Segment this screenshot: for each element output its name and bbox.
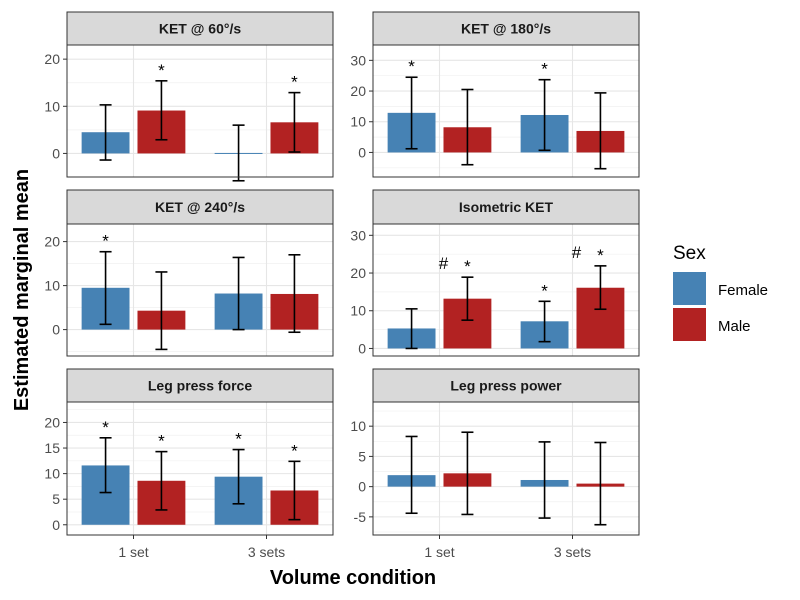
y-tick-label: 5 bbox=[358, 448, 366, 464]
panel-1: KET @ 180°/s 0 10 20 30 * * bbox=[350, 11, 640, 178]
y-tick-label: 15 bbox=[44, 440, 60, 456]
y-tick-label: 20 bbox=[350, 83, 366, 99]
y-tick-label: -5 bbox=[354, 509, 367, 525]
y-tick-label: 10 bbox=[350, 114, 366, 130]
significance-marker: * bbox=[291, 441, 298, 460]
panel-2: KET @ 240°/s 0 10 20 * bbox=[44, 189, 334, 357]
significance-marker: * bbox=[464, 257, 471, 276]
legend-title: Sex bbox=[673, 243, 706, 264]
facet-strip-2 bbox=[66, 189, 334, 225]
legend-label-female: Female bbox=[718, 282, 768, 299]
panel-border-1 bbox=[372, 44, 640, 178]
facet-strip-0 bbox=[66, 11, 334, 46]
significance-marker: * bbox=[102, 232, 109, 251]
significance-marker: * bbox=[158, 432, 165, 451]
panel-border-2 bbox=[66, 223, 334, 357]
y-tick-label: 5 bbox=[52, 491, 60, 507]
facet-strip-3 bbox=[372, 189, 640, 225]
significance-marker: * bbox=[158, 61, 165, 80]
significance-marker: * bbox=[597, 246, 604, 265]
y-tick-label: 10 bbox=[350, 418, 366, 434]
panel-0: KET @ 60°/s 0 10 20 * * bbox=[44, 11, 334, 182]
y-tick-label: 0 bbox=[358, 340, 366, 356]
facet-title-0: KET @ 60°/s bbox=[159, 21, 241, 37]
panel-5: Leg press power -5 0 5 10 1 set 3 sets bbox=[350, 368, 640, 560]
significance-marker: # bbox=[572, 243, 582, 262]
y-tick-label: 10 bbox=[44, 466, 60, 482]
panel-border-3 bbox=[372, 223, 640, 357]
y-tick-label: 10 bbox=[44, 98, 60, 114]
y-tick-label: 30 bbox=[350, 52, 366, 68]
legend-label-male: Male bbox=[718, 318, 751, 335]
legend-key-male bbox=[673, 308, 706, 341]
facet-title-4: Leg press force bbox=[148, 378, 252, 394]
panel-4: Leg press force 0 5 10 15 20 * * * * 1 set 3 sets bbox=[44, 368, 334, 560]
x-tick-label: 3 sets bbox=[248, 544, 285, 560]
y-tick-label: 20 bbox=[44, 414, 60, 430]
significance-marker: * bbox=[541, 281, 548, 300]
facet-strip-4 bbox=[66, 368, 334, 403]
y-axis-title: Estimated marginal mean bbox=[11, 169, 33, 411]
y-tick-label: 20 bbox=[44, 51, 60, 67]
y-tick-label: 10 bbox=[44, 278, 60, 294]
y-tick-label: 0 bbox=[52, 517, 60, 533]
y-tick-label: 20 bbox=[350, 265, 366, 281]
x-tick-label: 1 set bbox=[118, 544, 148, 560]
significance-marker: * bbox=[102, 418, 109, 437]
plot-area-1 bbox=[373, 45, 639, 177]
panel-border-5 bbox=[372, 401, 640, 536]
panel-3: Isometric KET 0 10 20 30 * # * # * bbox=[350, 189, 640, 357]
x-tick-label: 3 sets bbox=[554, 544, 591, 560]
y-tick-label: 20 bbox=[44, 234, 60, 250]
facet-title-2: KET @ 240°/s bbox=[155, 199, 245, 215]
plot-area-5 bbox=[373, 402, 639, 535]
panel-border-0 bbox=[66, 44, 334, 178]
y-tick-label: 0 bbox=[52, 322, 60, 338]
y-tick-label: 0 bbox=[358, 479, 366, 495]
panel-border-4 bbox=[66, 401, 334, 536]
significance-marker: * bbox=[235, 430, 242, 449]
legend-key-female bbox=[673, 272, 706, 305]
significance-marker: * bbox=[291, 73, 298, 92]
legend: Female Male bbox=[673, 272, 768, 341]
y-tick-label: 10 bbox=[350, 303, 366, 319]
x-axis-title: Volume condition bbox=[270, 567, 436, 589]
y-tick-label: 0 bbox=[52, 145, 60, 161]
facet-title-1: KET @ 180°/s bbox=[461, 21, 551, 37]
x-tick-label: 1 set bbox=[424, 544, 454, 560]
facet-title-5: Leg press power bbox=[450, 378, 562, 394]
y-tick-label: 0 bbox=[358, 144, 366, 160]
significance-marker: # bbox=[439, 254, 449, 273]
plot-area-0 bbox=[67, 45, 333, 177]
facet-strip-5 bbox=[372, 368, 640, 403]
y-tick-label: 30 bbox=[350, 227, 366, 243]
significance-marker: * bbox=[408, 57, 415, 76]
facet-title-3: Isometric KET bbox=[459, 199, 554, 215]
significance-marker: * bbox=[541, 60, 548, 79]
